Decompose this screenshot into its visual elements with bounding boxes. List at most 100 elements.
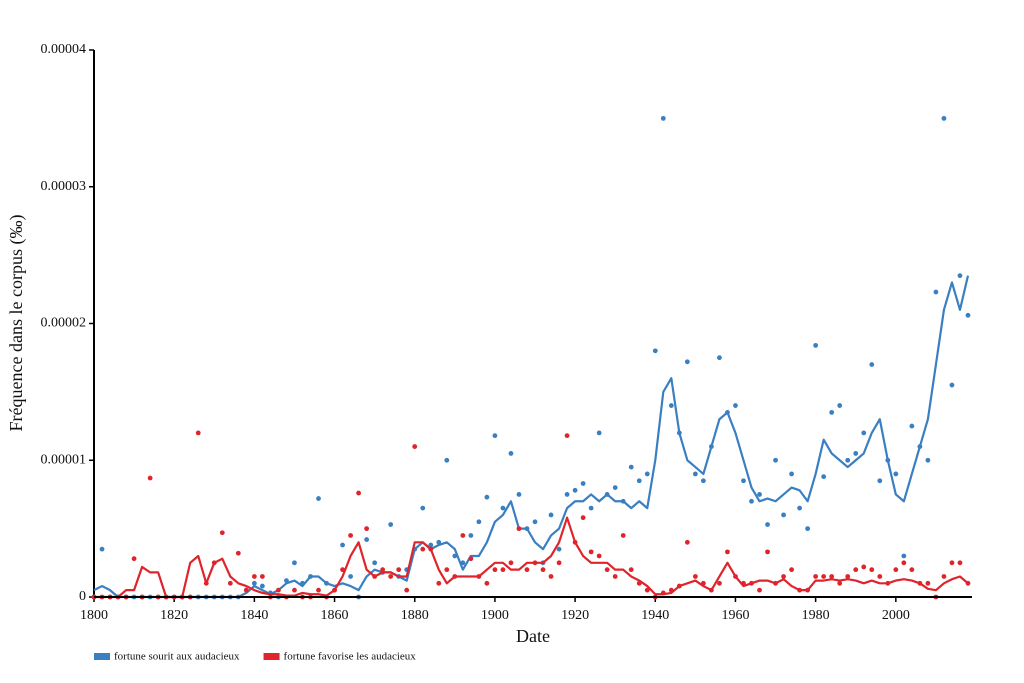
data-point <box>476 574 482 579</box>
data-point <box>660 590 666 596</box>
data-point <box>428 546 434 552</box>
data-point <box>813 342 819 348</box>
data-point <box>484 494 490 500</box>
data-point <box>805 526 811 532</box>
data-point <box>949 382 955 388</box>
y-axis-label: Fréquence dans le corpus (‰) <box>6 215 27 432</box>
data-point <box>412 444 418 449</box>
data-point <box>444 567 450 573</box>
data-point <box>837 580 843 586</box>
smoothed-line <box>94 516 969 599</box>
data-point <box>580 481 586 486</box>
data-point <box>917 580 923 586</box>
data-point <box>773 580 778 586</box>
data-point <box>652 348 658 354</box>
data-point <box>508 451 514 456</box>
data-point <box>957 560 963 566</box>
data-point <box>853 451 859 456</box>
data-point <box>805 587 811 593</box>
data-point <box>717 355 722 361</box>
data-point <box>227 580 233 586</box>
data-point <box>700 580 706 586</box>
data-point <box>909 567 915 573</box>
data-point <box>821 574 827 579</box>
data-point <box>572 539 578 545</box>
smoothed-line <box>93 275 970 599</box>
data-point <box>925 580 931 586</box>
data-point <box>644 587 650 593</box>
data-point <box>644 471 650 477</box>
data-point <box>500 567 506 573</box>
data-point <box>556 560 562 566</box>
data-point <box>861 564 867 570</box>
data-point <box>308 574 313 579</box>
data-point <box>500 505 506 511</box>
data-point <box>717 580 722 586</box>
data-point <box>813 574 819 579</box>
data-point <box>620 498 626 504</box>
data-point <box>941 115 947 121</box>
data-point <box>436 539 442 545</box>
data-point <box>789 567 794 573</box>
legend-label: fortune sourit aux audacieux <box>114 651 240 663</box>
x-tick-label: 1880 <box>401 608 429 623</box>
data-point <box>933 289 939 295</box>
data-point <box>612 485 618 490</box>
data-point <box>620 533 626 538</box>
data-point <box>356 490 362 496</box>
data-point <box>781 512 786 518</box>
data-point <box>668 587 674 593</box>
data-point <box>709 444 714 449</box>
data-point <box>235 550 241 556</box>
data-point <box>548 512 554 518</box>
x-tick-label: 1820 <box>160 608 188 623</box>
data-point <box>588 549 594 555</box>
data-point <box>99 546 105 552</box>
data-point <box>259 583 265 589</box>
data-point <box>604 567 610 573</box>
data-point <box>580 515 586 521</box>
data-point <box>741 580 746 586</box>
data-point <box>700 478 706 484</box>
data-point <box>925 457 931 463</box>
data-point <box>909 423 915 429</box>
data-point <box>757 587 762 593</box>
data-point <box>444 457 450 463</box>
data-point <box>829 409 835 415</box>
data-point <box>364 537 370 542</box>
data-point <box>516 492 522 497</box>
data-point <box>837 403 843 408</box>
legend-label: fortune favorise les audacieux <box>284 651 417 663</box>
data-point <box>676 583 682 589</box>
data-point <box>636 478 642 484</box>
data-point <box>869 362 875 367</box>
data-point <box>211 560 217 566</box>
data-point <box>628 464 634 470</box>
data-point <box>364 526 370 532</box>
y-tick-label: 0.00003 <box>41 179 87 194</box>
x-tick-label: 1800 <box>80 608 108 623</box>
data-point <box>340 567 345 573</box>
x-tick-label: 2000 <box>882 608 910 623</box>
data-point <box>885 580 891 586</box>
y-tick-label: 0.00001 <box>41 452 87 467</box>
data-point <box>901 560 907 566</box>
data-point <box>941 574 947 579</box>
data-point <box>460 533 466 538</box>
data-point <box>604 492 610 497</box>
data-point <box>877 574 883 579</box>
x-tick-label: 1900 <box>481 608 509 623</box>
data-point <box>388 522 394 527</box>
data-point <box>195 430 201 436</box>
data-point <box>893 567 899 573</box>
data-point <box>829 574 835 579</box>
data-point <box>692 471 698 477</box>
data-point <box>524 526 530 532</box>
data-point <box>749 580 754 586</box>
data-point <box>388 574 394 579</box>
y-tick-label: 0.00002 <box>41 316 87 331</box>
y-tick-label: 0.00004 <box>41 42 87 57</box>
data-point <box>596 553 602 559</box>
data-point <box>460 560 466 566</box>
data-point <box>380 567 386 573</box>
